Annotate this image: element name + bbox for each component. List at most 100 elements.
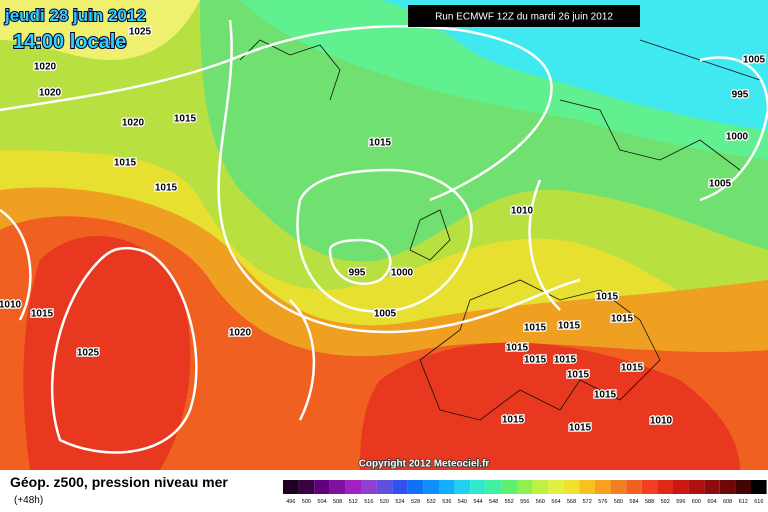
scale-swatch	[657, 480, 673, 494]
run-box	[408, 5, 640, 27]
zone	[23, 236, 740, 470]
scale-label: 612	[739, 499, 748, 505]
scale-swatch	[579, 480, 595, 494]
isobar-label: 1020	[229, 328, 252, 339]
scale-swatch	[626, 480, 642, 494]
isobar-label: 1020	[122, 118, 145, 129]
scale-label: 564	[551, 499, 560, 505]
scale-swatch	[563, 480, 580, 494]
scale-label: 592	[661, 499, 670, 505]
date: jeudi 28 juin 2012	[4, 6, 146, 25]
scale-swatch	[704, 480, 720, 494]
scale-label: 556	[520, 499, 529, 505]
legend-title: Géop. z500, pression niveau mer	[10, 474, 228, 490]
isobar-label: 1015	[524, 323, 547, 334]
isobar-label: 1015	[506, 343, 529, 354]
scale-label: 588	[645, 499, 654, 505]
scale-swatch	[361, 480, 377, 494]
isobar-label: 1015	[524, 355, 547, 366]
scale-swatch	[688, 480, 705, 494]
isobar-label: 1005	[709, 179, 732, 190]
isobar-label: 1015	[31, 309, 54, 320]
scale-label: 536	[442, 499, 451, 505]
time: 14:00 locale	[13, 31, 126, 53]
isobar-label: 1015	[114, 158, 137, 169]
scale-swatch	[501, 480, 517, 494]
scale-swatch	[298, 480, 315, 494]
isobar-label: 1005	[743, 55, 766, 66]
scale-swatch	[392, 480, 408, 494]
isobar-label: 1020	[39, 88, 62, 99]
scale-swatch	[376, 480, 393, 494]
scale-label: 512	[349, 499, 358, 505]
scale-label: 580	[614, 499, 623, 505]
scale-swatch	[595, 480, 611, 494]
scale-label: 576	[598, 499, 607, 505]
isobar-label: 1015	[502, 415, 525, 426]
scale-label: 552	[505, 499, 514, 505]
scale-label: 616	[754, 499, 763, 505]
isobar-label: 1010	[650, 416, 673, 427]
isobar-label: 995	[349, 268, 366, 279]
isobar-label: 1015	[558, 321, 581, 332]
isobar-label: 1010	[511, 206, 534, 217]
scale-label: 500	[302, 499, 311, 505]
isobar-label: 1015	[369, 138, 392, 149]
scale-label: 524	[395, 499, 404, 505]
scale-label: 508	[333, 499, 342, 505]
scale-label: 548	[489, 499, 498, 505]
zone	[0, 0, 200, 60]
isobar-label: 1015	[611, 314, 634, 325]
scale-label: 544	[473, 499, 482, 505]
isobar-label: 1015	[155, 183, 178, 194]
isobar-label: 1015	[596, 292, 619, 303]
scale-swatch	[641, 480, 658, 494]
scale-swatch	[439, 480, 455, 494]
scale-label: 532	[427, 499, 436, 505]
scale-swatch	[454, 480, 471, 494]
copyright: Copyright 2012 Meteociel.fr	[359, 459, 490, 470]
isobar-label: 1015	[594, 390, 617, 401]
scale-label: 520	[380, 499, 389, 505]
scale-label: 572	[583, 499, 592, 505]
isobar-label: 1025	[77, 348, 100, 359]
isobar-label: 1000	[726, 132, 749, 143]
scale-swatch	[532, 480, 549, 494]
scale-label: 504	[317, 499, 326, 505]
scale-swatch	[470, 480, 486, 494]
scale-label: 540	[458, 499, 467, 505]
scale-swatch	[329, 480, 346, 494]
isobar-label: 1015	[174, 114, 197, 125]
isobar-label: 1015	[621, 363, 644, 374]
scale-label: 496	[286, 499, 295, 505]
scale-label: 600	[692, 499, 701, 505]
scale-swatch	[283, 480, 299, 494]
scale-label: 604	[707, 499, 716, 505]
scale-swatch	[517, 480, 533, 494]
isobar-label: 1015	[567, 370, 590, 381]
lead-time: (+48h)	[14, 495, 43, 506]
isobar-label: 1015	[554, 355, 577, 366]
scale-label: 584	[629, 499, 638, 505]
isobar-label: 1000	[391, 268, 414, 279]
coastline	[239, 39, 761, 421]
run-info: Run ECMWF 12Z du mardi 26 juin 2012	[435, 12, 613, 23]
scale-swatch	[610, 480, 627, 494]
isobar-label: 1015	[569, 423, 592, 434]
scale-swatch	[345, 480, 361, 494]
scale-swatch	[719, 480, 736, 494]
scale-swatch	[407, 480, 424, 494]
scale-swatch	[423, 480, 439, 494]
scale-label: 568	[567, 499, 576, 505]
isobar-label: 1025	[129, 27, 152, 38]
scale-swatch	[548, 480, 564, 494]
scale-label: 516	[364, 499, 373, 505]
scale-swatch	[751, 480, 767, 494]
isobar-label: 1005	[374, 309, 397, 320]
scale-swatch	[735, 480, 751, 494]
scale-label: 528	[411, 499, 420, 505]
scale-swatch	[485, 480, 502, 494]
scale-swatch	[314, 480, 330, 494]
scale-label: 596	[676, 499, 685, 505]
